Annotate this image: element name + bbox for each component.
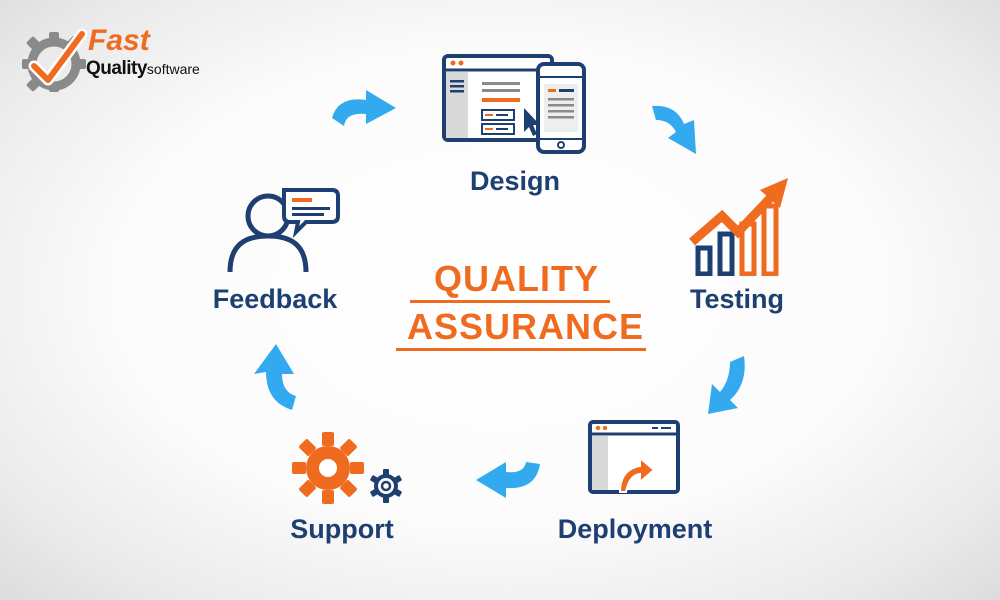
rising-bar-chart-icon (689, 178, 788, 276)
logo-text-fast: Fast (88, 24, 150, 57)
browser-upload-icon (588, 420, 680, 494)
step-label-testing: Testing (690, 284, 784, 314)
center-title-line1: QUALITY (434, 258, 599, 299)
arrow-design-to-testing-icon (652, 105, 696, 154)
center-title-underline2 (396, 348, 646, 351)
arrow-deployment-to-support-icon (476, 462, 540, 498)
step-label-support: Support (290, 514, 394, 544)
logo-text-quality: Qualitysoftware (86, 58, 200, 80)
step-label-deployment: Deployment (557, 514, 713, 544)
step-label-design: Design (469, 166, 561, 196)
gears-icon (292, 432, 402, 504)
logo-text-software: software (146, 61, 200, 77)
center-title-underline1 (410, 300, 610, 303)
arrow-feedback-to-design-icon (332, 90, 396, 126)
gear-check-logo-icon (22, 28, 88, 92)
center-title-line2: ASSURANCE (407, 306, 645, 347)
person-speech-bubble-icon (227, 188, 340, 273)
step-label-feedback: Feedback (212, 284, 338, 314)
arrow-testing-to-deployment-icon (708, 356, 745, 414)
arrow-support-to-feedback-icon (254, 344, 296, 410)
logo-text-quality-word: Quality (86, 58, 147, 79)
browser-and-phone-icon (442, 54, 586, 154)
